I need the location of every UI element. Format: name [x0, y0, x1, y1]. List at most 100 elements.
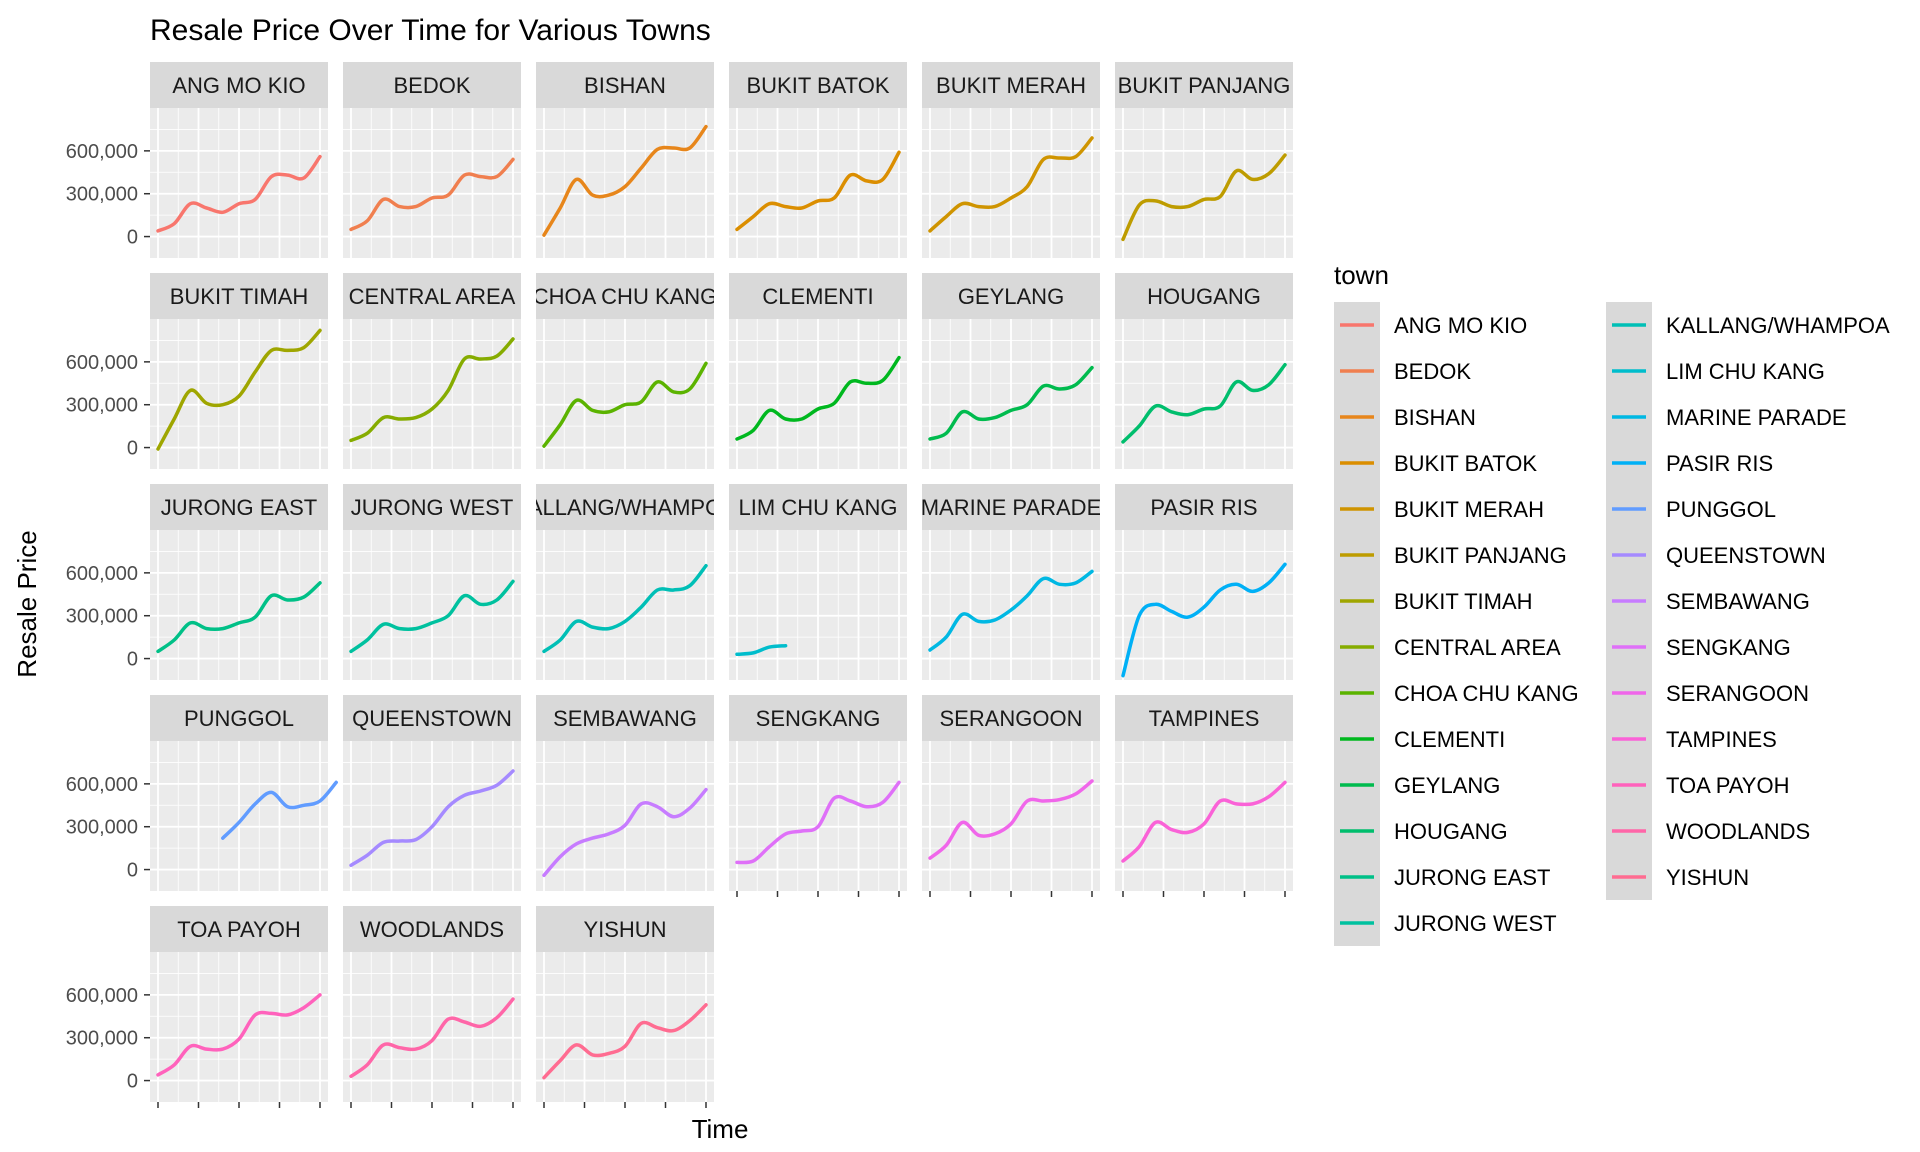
legend-label: HOUGANG	[1394, 819, 1508, 844]
facet-strip-label: LIM CHU KANG	[739, 495, 898, 520]
legend-label: CLEMENTI	[1394, 727, 1505, 752]
y-tick-label: 300,000	[66, 817, 138, 839]
facet-strip	[150, 273, 328, 319]
legend-item: CHOA CHU KANG	[1334, 670, 1579, 716]
series-line	[156, 154, 322, 233]
x-axis-title: Time	[692, 1114, 749, 1144]
series-line	[349, 997, 515, 1079]
facet-strip	[343, 695, 521, 741]
series-line	[156, 328, 322, 451]
series-line	[735, 355, 901, 441]
facet-strip	[922, 484, 1100, 530]
legend-item: TOA PAYOH	[1606, 762, 1789, 808]
facet-strip-label: BUKIT MERAH	[936, 73, 1086, 98]
facet-panel: BUKIT TIMAH	[150, 273, 328, 469]
series-line	[542, 1003, 708, 1080]
facet-strip-label: HOUGANG	[1147, 284, 1261, 309]
facet-panel: PUNGGOL	[150, 695, 338, 891]
facet-panel: HOUGANG	[1115, 273, 1293, 469]
facet-panel: WOODLANDS	[343, 906, 521, 1102]
legend-label: PASIR RIS	[1666, 451, 1773, 476]
legend-item: KALLANG/WHAMPOA	[1606, 302, 1890, 348]
legend-label: SEMBAWANG	[1666, 589, 1810, 614]
legend-label: BUKIT PANJANG	[1394, 543, 1567, 568]
legend-label: ANG MO KIO	[1394, 313, 1527, 338]
facet-panel: CENTRAL AREA	[343, 273, 521, 469]
facet-panel: GEYLANG	[922, 273, 1100, 469]
legend-item: LIM CHU KANG	[1606, 348, 1825, 394]
facet-strip-label: YISHUN	[583, 917, 666, 942]
legend-label: MARINE PARADE	[1666, 405, 1847, 430]
facet-panel: JURONG WEST	[343, 484, 521, 680]
panel-grid	[729, 319, 907, 469]
facet-strip-label: JURONG EAST	[161, 495, 317, 520]
facet-strip-label: JURONG WEST	[351, 495, 514, 520]
facet-strip-label: BUKIT PANJANG	[1118, 73, 1291, 98]
legend-item: YISHUN	[1606, 854, 1749, 900]
series-line	[349, 337, 515, 443]
facet-panel: BEDOK	[343, 62, 521, 258]
series-line	[1121, 562, 1287, 678]
y-tick-label: 0	[127, 649, 138, 671]
facet-strip	[536, 906, 714, 952]
y-tick-label: 600,000	[66, 563, 138, 585]
series-line	[349, 769, 515, 868]
y-tick-label: 0	[127, 1071, 138, 1093]
facet-strip	[729, 62, 907, 108]
facet-strip-label: KALLANG/WHAMPOA	[513, 495, 737, 520]
legend-item: QUEENSTOWN	[1606, 532, 1826, 578]
y-tick-label: 300,000	[66, 184, 138, 206]
facet-strip-label: WOODLANDS	[360, 917, 504, 942]
facet-panel: MARINE PARADE	[922, 484, 1100, 680]
y-tick-label: 600,000	[66, 141, 138, 163]
facet-strip	[343, 484, 521, 530]
legend-item: SERANGOON	[1606, 670, 1809, 716]
legend-label: LIM CHU KANG	[1666, 359, 1825, 384]
facet-panel: LIM CHU KANG	[729, 484, 907, 680]
legend-label: BUKIT MERAH	[1394, 497, 1544, 522]
facet-strip	[729, 484, 907, 530]
facet-panel: KALLANG/WHAMPOA	[513, 484, 737, 680]
legend-item: BUKIT TIMAH	[1334, 578, 1533, 624]
panel-grid	[1115, 108, 1293, 258]
facet-strip-label: ANG MO KIO	[172, 73, 305, 98]
y-tick-label: 600,000	[66, 352, 138, 374]
facet-strip	[150, 484, 328, 530]
facet-strip	[343, 62, 521, 108]
facet-panel: BUKIT MERAH	[922, 62, 1100, 258]
y-tick-label: 600,000	[66, 774, 138, 796]
legend-label: BUKIT BATOK	[1394, 451, 1537, 476]
facet-panel: SENGKANG	[729, 695, 907, 891]
facet-strip-label: GEYLANG	[958, 284, 1064, 309]
facet-panel: CLEMENTI	[729, 273, 907, 469]
facet-strip	[1115, 695, 1293, 741]
series-line	[349, 579, 515, 654]
legend-item: BISHAN	[1334, 394, 1476, 440]
panel-grid	[343, 108, 521, 258]
legend-label: BUKIT TIMAH	[1394, 589, 1533, 614]
facet-strip-label: SENGKANG	[756, 706, 881, 731]
panel-grid	[150, 530, 328, 680]
panel-grid	[1115, 741, 1293, 891]
panel-grid	[536, 741, 714, 891]
y-tick-label: 300,000	[66, 1028, 138, 1050]
facet-strip	[150, 695, 328, 741]
facet-strip	[536, 484, 714, 530]
legend: ANG MO KIO BEDOK BISHAN BUKIT BATOK BUKIT ME…	[1334, 302, 1890, 946]
panel-grid	[729, 108, 907, 258]
series-line	[1121, 780, 1287, 863]
facet-panel: SEMBAWANG	[536, 695, 714, 891]
facet-panel: YISHUN	[536, 906, 714, 1102]
facet-strip-label: BEDOK	[393, 73, 470, 98]
facet-strip-label: TOA PAYOH	[177, 917, 300, 942]
x-axis-ticks	[157, 891, 1286, 1108]
panel-grid	[922, 530, 1100, 680]
facet-panel: SERANGOON	[922, 695, 1100, 891]
legend-label: KALLANG/WHAMPOA	[1666, 313, 1890, 338]
facet-strip	[729, 695, 907, 741]
facet-strip	[922, 62, 1100, 108]
facet-strip	[729, 273, 907, 319]
facet-strip-label: SEMBAWANG	[553, 706, 697, 731]
legend-item: ANG MO KIO	[1334, 302, 1527, 348]
legend-item: HOUGANG	[1334, 808, 1508, 854]
